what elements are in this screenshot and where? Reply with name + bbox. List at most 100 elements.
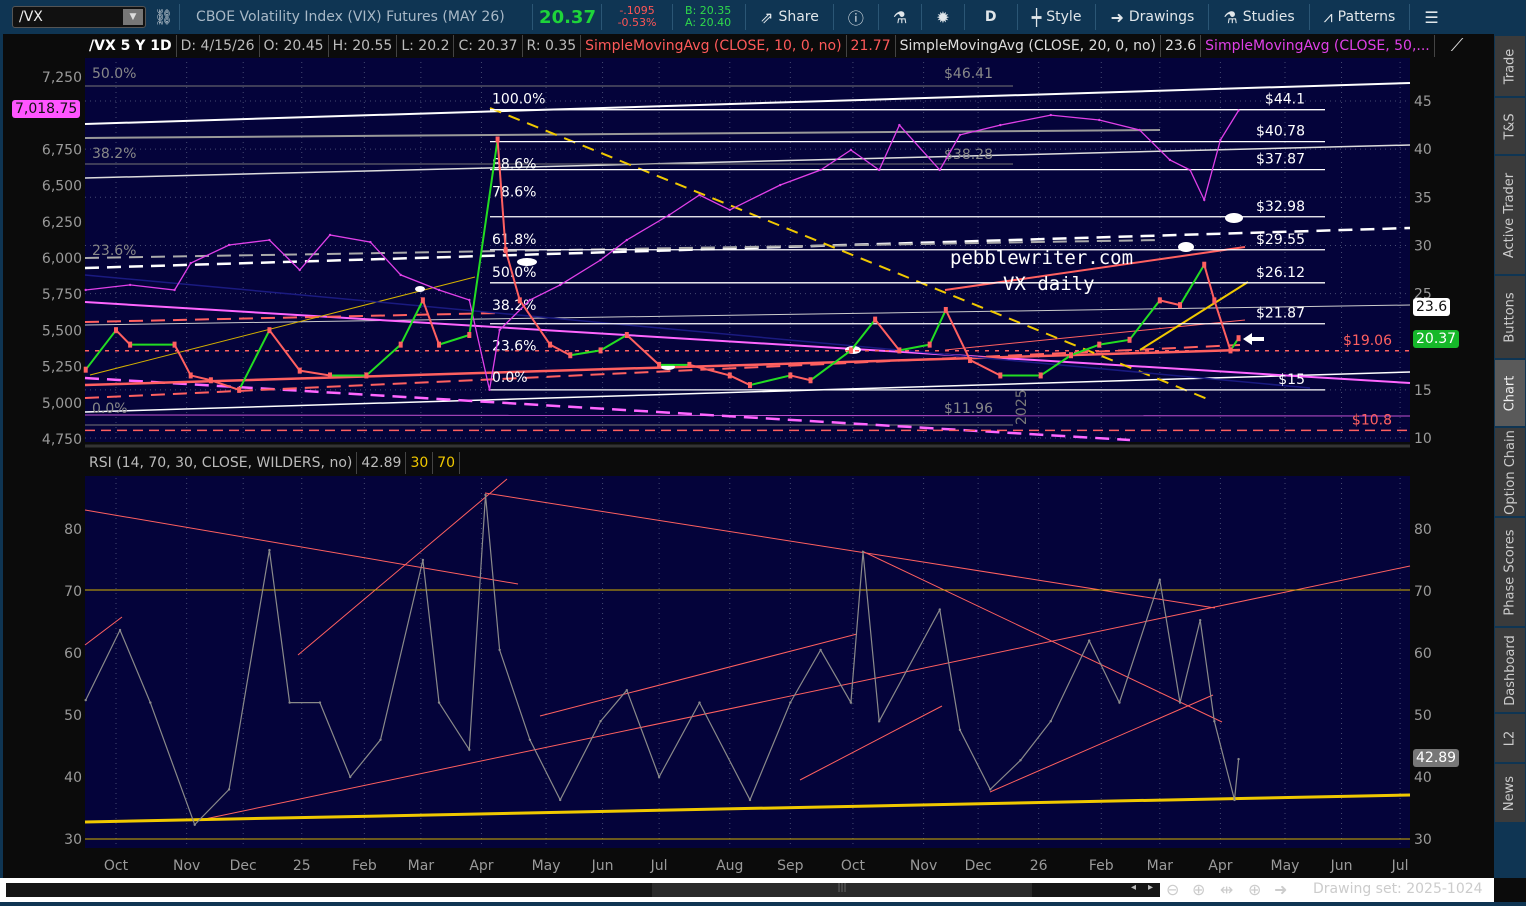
link-icon[interactable]: ⛓ (154, 8, 174, 26)
vx-segment (1179, 264, 1206, 306)
spx-point (558, 283, 562, 287)
sidebar-tab-trade[interactable]: Trade (1495, 36, 1525, 96)
info-button[interactable]: ⓘ (840, 0, 872, 34)
sidebar-tab-label: Chart (1502, 375, 1518, 411)
level-label: $10.8 (1352, 412, 1392, 428)
sidebar-tab-buttons[interactable]: Buttons (1495, 276, 1525, 358)
vx-segment (268, 329, 301, 372)
sidebar-tab-phase-scores[interactable]: Phase Scores (1495, 518, 1525, 626)
arrow-right-icon[interactable]: ➜ (1274, 880, 1288, 899)
settings-button[interactable]: ✹ (928, 0, 957, 34)
spx-point (298, 268, 301, 272)
symbol-selector[interactable]: /VX ▼ (12, 6, 146, 28)
rsi-point (349, 775, 352, 779)
sidebar-tab-label: Buttons (1502, 291, 1518, 343)
toolbar: /VX ▼ ⛓ CBOE Volatility Index (VIX) Futur… (0, 0, 1526, 34)
aggregation-button[interactable]: D (971, 0, 1011, 34)
rsi-y-tick-right: 40 (1414, 770, 1432, 786)
vx-candle (437, 341, 442, 348)
vx-candle (1038, 372, 1043, 379)
marker-dot (517, 258, 537, 266)
style-label: Style (1046, 9, 1082, 25)
rsi-point (149, 701, 152, 704)
share-icon: ⇗ (760, 7, 774, 27)
flask-button[interactable]: ⚗ (885, 0, 915, 34)
sidebar-tab-dashboard[interactable]: Dashboard (1495, 628, 1525, 712)
trendline-pink (84, 301, 1411, 384)
scrollbar-thumb[interactable]: ||| (652, 883, 1032, 897)
drawings-button[interactable]: ➜ Drawings (1102, 0, 1202, 34)
legend-sma10[interactable]: SimpleMovingAvg (CLOSE, 10, 0, no) (581, 35, 847, 57)
sidebar-tab-active-trader[interactable]: Active Trader (1495, 156, 1525, 274)
rsi-point (958, 728, 962, 732)
year-marker: 2025 (1014, 389, 1030, 425)
studies-button[interactable]: ⚗ Studies (1215, 0, 1302, 34)
vx-candle (788, 372, 793, 379)
legend-high: H: 20.55 (329, 35, 398, 57)
vx-candle (657, 361, 662, 368)
spx-point (698, 193, 701, 197)
scroll-left-icon[interactable]: ◂ (1131, 882, 1137, 893)
style-button[interactable]: ┿ Style (1024, 0, 1090, 34)
symbol-description: CBOE Volatility Index (VIX) Futures (MAY… (196, 9, 505, 25)
rsi-point (498, 648, 501, 652)
menu-button[interactable]: ☰ (1416, 0, 1446, 34)
drawing-set[interactable]: Drawing set: 2025-1024 (1313, 881, 1483, 897)
compare-icon[interactable]: ⟋ (1450, 35, 1464, 56)
trendline-pink (84, 414, 1411, 417)
fib-price-label: $21.87 (1256, 306, 1305, 322)
sidebar-tab-t-s[interactable]: T&S (1495, 98, 1525, 154)
fib-percent-label: 23.6% (492, 339, 536, 355)
fib-price-label: $32.98 (1256, 199, 1305, 215)
y-left-tick-label: 6,750 (42, 142, 82, 158)
rsi-label[interactable]: RSI (14, 70, 30, CLOSE, WILDERS, no) (85, 452, 358, 474)
rsi-y-tick-left: 80 (64, 522, 82, 538)
fib-percent-label: 88.6% (492, 157, 536, 173)
vx-candle (83, 366, 88, 373)
gray-price-label: $38.28 (944, 147, 993, 163)
share-button[interactable]: ⇗ Share (752, 0, 827, 34)
sidebar-tab-l2[interactable]: L2 (1495, 714, 1525, 762)
zoom-in-icon[interactable]: ⊕ (1192, 880, 1206, 899)
vx-candle (727, 372, 732, 379)
rsi-point (558, 798, 562, 802)
gear-icon: ✹ (936, 7, 950, 27)
spx-point (1203, 198, 1206, 202)
trendline-navy (84, 274, 1311, 389)
sidebar-tab-news[interactable]: News (1495, 764, 1525, 822)
x-tick-label: Nov (910, 858, 937, 874)
legend-sma10-value: 21.77 (847, 35, 896, 57)
horizontal-scrollbar[interactable]: ||| ◂ ▸ (6, 882, 1160, 897)
scroll-right-icon[interactable]: ▸ (1148, 882, 1154, 893)
trendline-red-dashed (84, 344, 1241, 399)
patterns-button[interactable]: ⩘ Patterns (1316, 0, 1404, 34)
vx-segment (570, 349, 601, 357)
rsi-point (1158, 578, 1162, 582)
fib-percent-label: 50.0% (492, 265, 536, 281)
x-tick-label: Feb (1089, 858, 1114, 874)
legend-sma20[interactable]: SimpleMovingAvg (CLOSE, 20, 0, no) (896, 35, 1161, 57)
crosshair-icon[interactable]: ⊕ (1248, 880, 1262, 899)
vx-segment (689, 363, 731, 377)
vx-candle (208, 377, 213, 384)
vx-segment (518, 299, 551, 346)
fib-percent-label: 0.0% (492, 370, 528, 386)
chevron-down-icon[interactable]: ▼ (123, 9, 143, 25)
rsi-point (1049, 720, 1052, 723)
spx-point (528, 298, 532, 302)
fib-price-label: $29.55 (1256, 232, 1305, 248)
rsi-point (861, 550, 865, 554)
vx-segment (504, 249, 521, 301)
vx-segment (1159, 299, 1181, 307)
spx-point (399, 273, 402, 277)
legend-sma50[interactable]: SimpleMovingAvg (CLOSE, 50,... (1201, 35, 1435, 57)
vx-candle (517, 297, 522, 304)
zoom-out-icon[interactable]: ⊖ (1166, 880, 1180, 899)
sidebar-tab-option-chain[interactable]: Option Chain (1495, 428, 1525, 516)
fit-icon[interactable]: ⇹ (1220, 880, 1234, 899)
rsi-point (1213, 720, 1216, 723)
sidebar: Trade T&S Active Trader Buttons Chart Option … (1494, 34, 1526, 878)
net-change: -.1095 -0.53% (608, 5, 666, 29)
vx-candle (747, 382, 752, 389)
sidebar-tab-chart[interactable]: Chart (1495, 360, 1525, 426)
